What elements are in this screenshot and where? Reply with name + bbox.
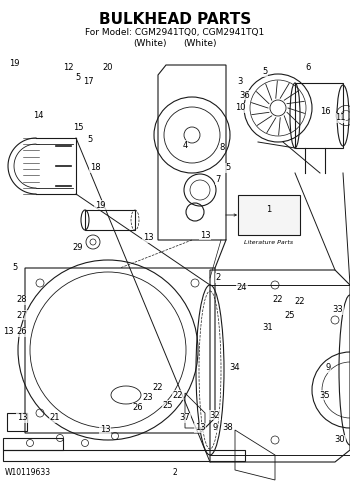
Text: 30: 30 <box>335 436 345 444</box>
FancyBboxPatch shape <box>238 195 300 235</box>
Text: 18: 18 <box>90 164 100 172</box>
Text: 21: 21 <box>50 413 60 423</box>
Text: 33: 33 <box>332 306 343 314</box>
Text: For Model: CGM2941TQ0, CGM2941TQ1: For Model: CGM2941TQ0, CGM2941TQ1 <box>85 28 265 37</box>
Text: 12: 12 <box>63 63 73 72</box>
Text: 16: 16 <box>320 108 330 116</box>
Text: 2: 2 <box>173 468 177 477</box>
Text: 13: 13 <box>195 424 205 432</box>
Text: 5: 5 <box>262 68 268 76</box>
Text: 27: 27 <box>17 311 27 319</box>
Text: 2: 2 <box>215 273 220 283</box>
Text: 9: 9 <box>326 364 331 372</box>
Text: 14: 14 <box>33 111 43 119</box>
Text: 8: 8 <box>219 143 225 153</box>
Text: 29: 29 <box>73 243 83 253</box>
Text: 31: 31 <box>263 324 273 332</box>
Text: W10119633: W10119633 <box>5 468 51 477</box>
Text: 25: 25 <box>163 400 173 410</box>
Text: 22: 22 <box>273 296 283 304</box>
Text: 22: 22 <box>173 390 183 399</box>
Text: 13: 13 <box>17 413 27 423</box>
Text: 3: 3 <box>237 77 243 86</box>
Text: 13: 13 <box>100 426 110 435</box>
Text: 28: 28 <box>17 296 27 304</box>
Text: 5: 5 <box>88 136 93 144</box>
Text: 34: 34 <box>230 364 240 372</box>
Bar <box>7 413 27 431</box>
Text: 22: 22 <box>295 298 305 307</box>
Text: 5: 5 <box>12 264 18 272</box>
Text: 32: 32 <box>210 411 220 420</box>
Text: 37: 37 <box>180 413 190 423</box>
Text: 19: 19 <box>95 200 105 210</box>
Text: 26: 26 <box>133 403 143 412</box>
Text: 20: 20 <box>103 63 113 72</box>
Text: 5: 5 <box>225 164 231 172</box>
Text: Literature Parts: Literature Parts <box>244 240 294 245</box>
Text: 38: 38 <box>223 424 233 432</box>
Text: 35: 35 <box>320 390 330 399</box>
Bar <box>85 210 135 230</box>
Text: 1: 1 <box>266 205 272 214</box>
Text: 6: 6 <box>305 63 311 72</box>
Text: 15: 15 <box>73 124 83 132</box>
Text: 22: 22 <box>153 384 163 393</box>
Text: 10: 10 <box>235 103 245 113</box>
Text: (White): (White) <box>133 39 167 48</box>
Text: 23: 23 <box>143 394 153 402</box>
Text: 9: 9 <box>212 424 218 432</box>
Text: 17: 17 <box>83 77 93 86</box>
Bar <box>295 83 343 148</box>
Text: 19: 19 <box>9 58 19 68</box>
Text: 4: 4 <box>182 141 188 150</box>
Text: 24: 24 <box>237 284 247 293</box>
Text: 13: 13 <box>143 233 153 242</box>
Text: 36: 36 <box>240 90 250 99</box>
Text: 26: 26 <box>17 327 27 337</box>
Text: (White): (White) <box>183 39 217 48</box>
Text: 13: 13 <box>200 230 210 240</box>
Text: 13: 13 <box>3 327 13 337</box>
Text: BULKHEAD PARTS: BULKHEAD PARTS <box>99 12 251 27</box>
Text: 5: 5 <box>75 73 80 83</box>
Bar <box>3 438 63 450</box>
Text: 25: 25 <box>285 311 295 319</box>
Text: 7: 7 <box>215 175 221 185</box>
Text: 11: 11 <box>335 114 345 123</box>
